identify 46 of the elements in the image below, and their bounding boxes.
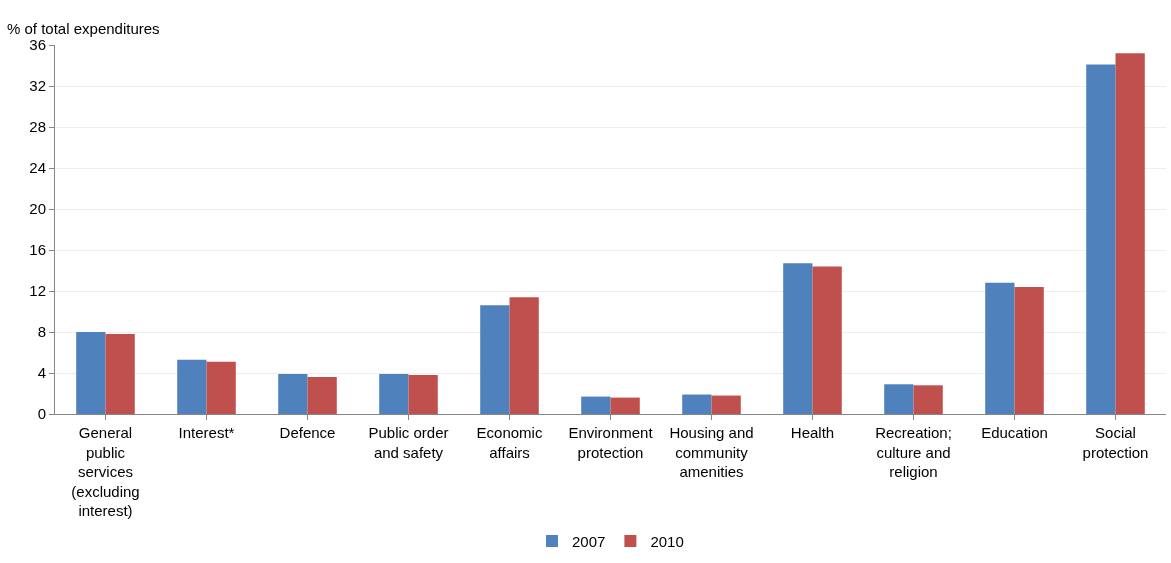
y-tick-label: 4	[37, 364, 46, 382]
bar	[278, 374, 308, 414]
x-tick-label: Education	[981, 424, 1048, 441]
y-tick-label: 8	[37, 323, 46, 341]
x-tick-label: Recreation; culture and religion	[875, 424, 952, 480]
bar	[682, 394, 712, 414]
x-tick-label: Economic affairs	[476, 424, 543, 461]
bar	[307, 377, 337, 414]
y-axis-title: % of total expenditures	[7, 20, 160, 37]
bar	[480, 305, 510, 414]
y-tick-label: 24	[29, 159, 46, 177]
bar	[884, 384, 914, 414]
bar	[509, 297, 539, 414]
y-tick-label: 12	[29, 282, 46, 300]
bar	[783, 263, 813, 414]
x-tick-label: Public order and safety	[368, 424, 449, 461]
bar	[408, 375, 438, 414]
bar	[76, 332, 106, 414]
bar	[913, 385, 943, 414]
bar	[610, 397, 640, 414]
bar	[1115, 53, 1145, 414]
x-tick-label: Social protection	[1082, 424, 1149, 461]
x-tick-label: General public services (excluding interest)	[71, 424, 140, 519]
legend-label: 2007	[572, 532, 606, 550]
bar	[177, 359, 207, 414]
y-tick-label: 16	[29, 241, 46, 259]
y-tick-label: 28	[29, 118, 46, 136]
bar	[711, 395, 741, 414]
bar	[581, 396, 611, 414]
bar	[206, 361, 236, 414]
y-tick-label: 32	[29, 77, 46, 95]
y-tick-label: 20	[29, 200, 46, 218]
x-tick-label: Environment protection	[568, 424, 654, 461]
bar	[1086, 64, 1116, 414]
legend-label: 2010	[650, 532, 684, 550]
bar	[812, 266, 842, 414]
bar	[1014, 286, 1044, 414]
x-tick-label: Housing and community amenities	[669, 424, 754, 480]
x-tick-label: Defence	[279, 424, 336, 441]
y-tick-label: 36	[29, 36, 46, 54]
bar	[105, 334, 135, 414]
y-tick-label: 0	[37, 405, 46, 423]
bar	[379, 374, 409, 414]
x-tick-label: Interest*	[178, 424, 235, 441]
x-tick-label: Health	[790, 424, 835, 441]
bar	[985, 282, 1015, 414]
